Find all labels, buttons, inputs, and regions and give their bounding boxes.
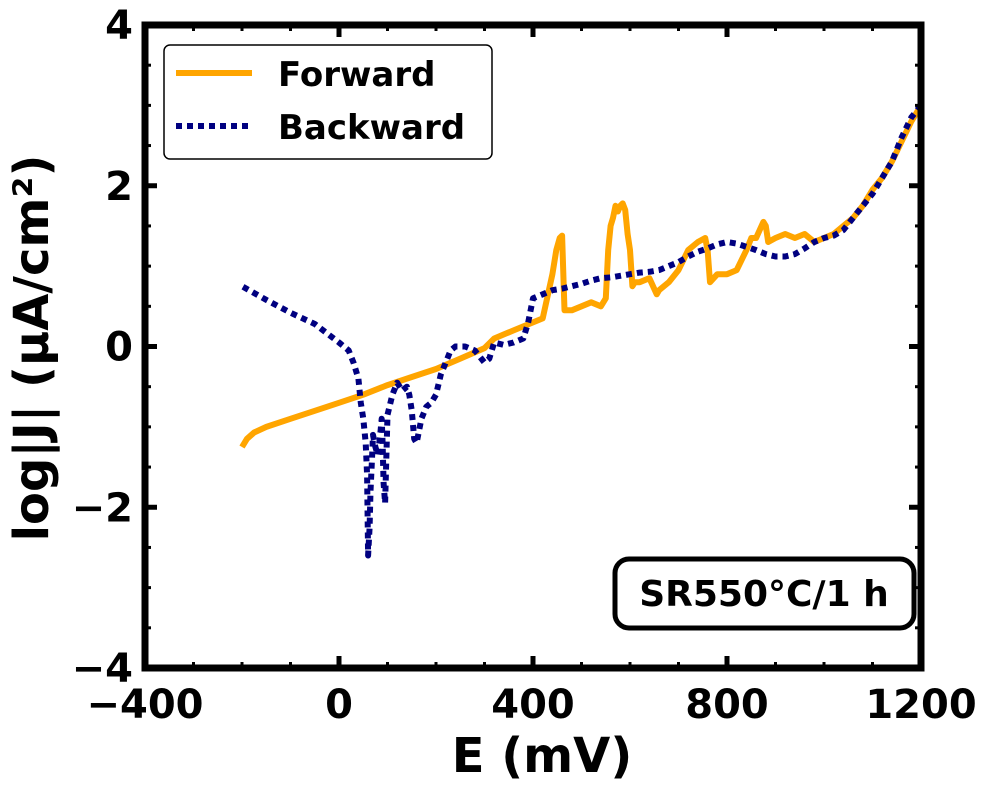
x-tick-label: 800: [685, 682, 769, 728]
legend: Forward Backward: [163, 44, 493, 160]
x-tick-label: 0: [325, 682, 353, 728]
legend-label-backward: Backward: [278, 108, 465, 148]
y-tick-label: −2: [72, 485, 133, 531]
series-line-backward: [240, 103, 921, 559]
y-tick-label: 2: [105, 164, 133, 210]
legend-label-forward: Forward: [278, 55, 435, 95]
tick-label-layer: −400 0 400 800 1200 −4 −2 0 2 4: [72, 3, 977, 728]
x-tick-label: 1200: [865, 682, 976, 728]
y-axis-label: log|J| (μA/cm²): [4, 155, 60, 542]
annotation-text: SR550°C/1 h: [639, 574, 889, 615]
x-axis-label: E (mV): [452, 728, 633, 784]
annotation-box: [612, 556, 917, 631]
y-tick-label: 0: [105, 325, 133, 371]
series-layer: [239, 103, 921, 559]
y-tick-label: 4: [105, 3, 133, 49]
tick-layer: [142, 22, 924, 671]
sample-annotation: SR550°C/1 h: [612, 556, 917, 631]
y-tick-label: −4: [72, 646, 133, 692]
x-tick-label: 400: [491, 682, 575, 728]
series-line-forward: [239, 103, 921, 449]
x-tick-label: −400: [86, 682, 203, 728]
